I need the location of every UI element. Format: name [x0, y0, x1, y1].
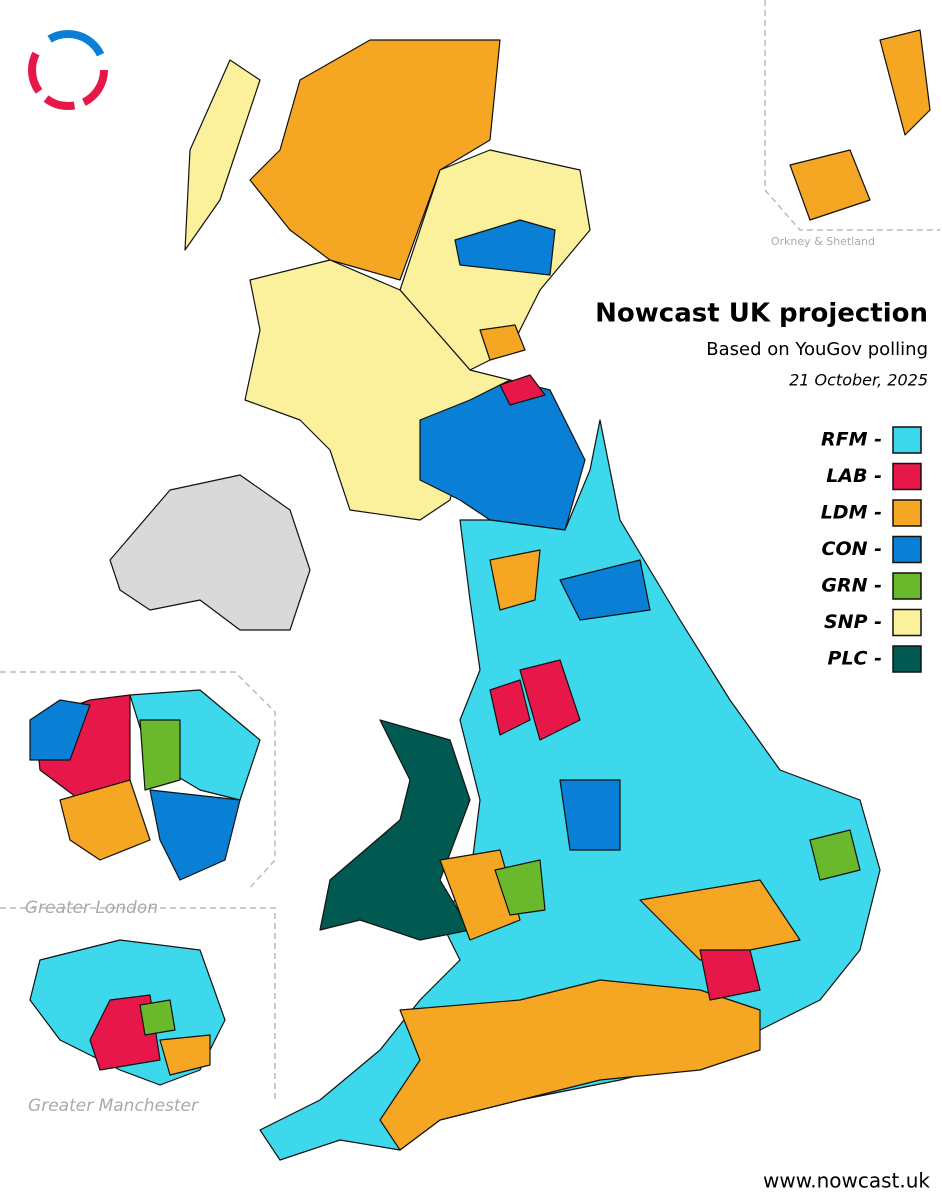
region [184, 59, 261, 251]
inset-border [0, 671, 276, 891]
region [59, 779, 151, 861]
subtitle: Based on YouGov polling [706, 339, 928, 360]
legend: RFM - LAB - LDM - CON - GRN - SNP - PLC - [821, 426, 922, 673]
region [149, 789, 241, 881]
logo-ring [28, 30, 108, 110]
region [499, 374, 546, 406]
inset-border [0, 907, 276, 1100]
region [159, 1034, 211, 1076]
legend-label: GRN - [821, 575, 882, 597]
date: 21 October, 2025 [789, 371, 928, 390]
legend-swatch [892, 499, 922, 527]
region [639, 879, 801, 961]
region [29, 699, 91, 761]
legend-swatch [892, 462, 922, 491]
map-regions [29, 29, 931, 1161]
region [109, 474, 311, 631]
legend-label: RFM - [821, 429, 882, 451]
title: Nowcast UK projection [595, 299, 928, 329]
legend-swatch [892, 572, 922, 600]
region [379, 979, 761, 1151]
inset-border [764, 0, 940, 231]
region [879, 29, 931, 136]
region [139, 719, 181, 791]
legend-swatch [892, 608, 922, 637]
legend-label: LDM - [821, 502, 882, 524]
legend-label: CON - [822, 538, 883, 560]
region [809, 829, 861, 881]
region [559, 559, 651, 621]
region [559, 779, 621, 851]
region [319, 719, 471, 941]
logo [28, 30, 108, 110]
region [479, 324, 526, 361]
region [519, 659, 581, 741]
region [419, 379, 586, 531]
legend-swatch [892, 645, 922, 673]
inset-label: Orkney & Shetland [771, 235, 875, 248]
inset-label: Greater Manchester [28, 1096, 199, 1116]
region [139, 999, 176, 1036]
legend-label: SNP - [824, 611, 882, 633]
website: www.nowcast.uk [763, 1169, 930, 1193]
region [489, 679, 531, 736]
region [454, 219, 556, 276]
region [489, 549, 541, 611]
legend-label: PLC - [828, 648, 882, 670]
region [249, 39, 501, 281]
inset-label: Greater London [25, 898, 158, 918]
region [494, 859, 546, 916]
logo-ring [28, 30, 108, 110]
region [699, 949, 761, 1001]
legend-swatch [892, 535, 922, 564]
legend-label: LAB - [826, 465, 882, 487]
region [789, 149, 871, 221]
legend-swatch [892, 426, 922, 454]
